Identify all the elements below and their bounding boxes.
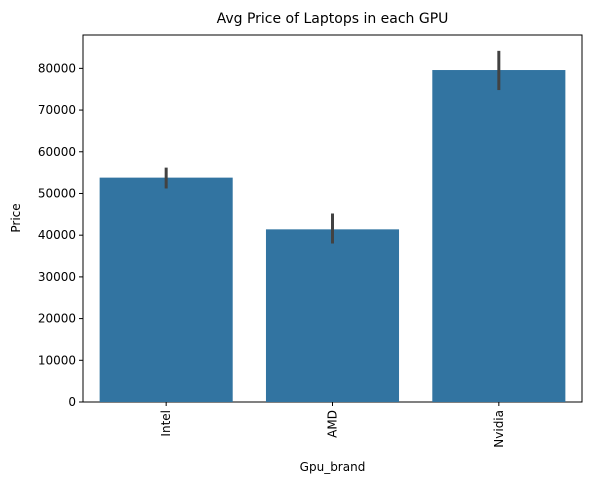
x-tick-label-intel: Intel — [159, 410, 173, 437]
y-tick-label: 0 — [68, 395, 76, 409]
y-axis: 0 10000 20000 30000 40000 50000 60000 70000 8000… — [38, 61, 83, 409]
y-tick-label: 60000 — [38, 145, 76, 159]
y-tick-label: 50000 — [38, 186, 76, 200]
error-bars-group — [164, 50, 501, 244]
y-tick-label: 80000 — [38, 61, 76, 75]
x-tick-label-nvidia: Nvidia — [492, 410, 506, 448]
x-axis-title: Gpu_brand — [300, 460, 366, 474]
x-axis: Intel AMD Nvidia — [159, 402, 506, 448]
y-tick-label: 10000 — [38, 353, 76, 367]
y-tick-label: 20000 — [38, 312, 76, 326]
bar-nvidia — [432, 70, 566, 403]
chart-title: Avg Price of Laptops in each GPU — [217, 11, 449, 27]
bar-intel — [99, 177, 233, 402]
x-tick-label-amd: AMD — [326, 410, 340, 438]
y-tick-label: 40000 — [38, 228, 76, 242]
bars-group — [99, 70, 566, 403]
y-tick-label: 70000 — [38, 103, 76, 117]
y-axis-title: Price — [9, 203, 23, 232]
bar-amd — [265, 229, 400, 402]
y-tick-label: 30000 — [38, 270, 76, 284]
